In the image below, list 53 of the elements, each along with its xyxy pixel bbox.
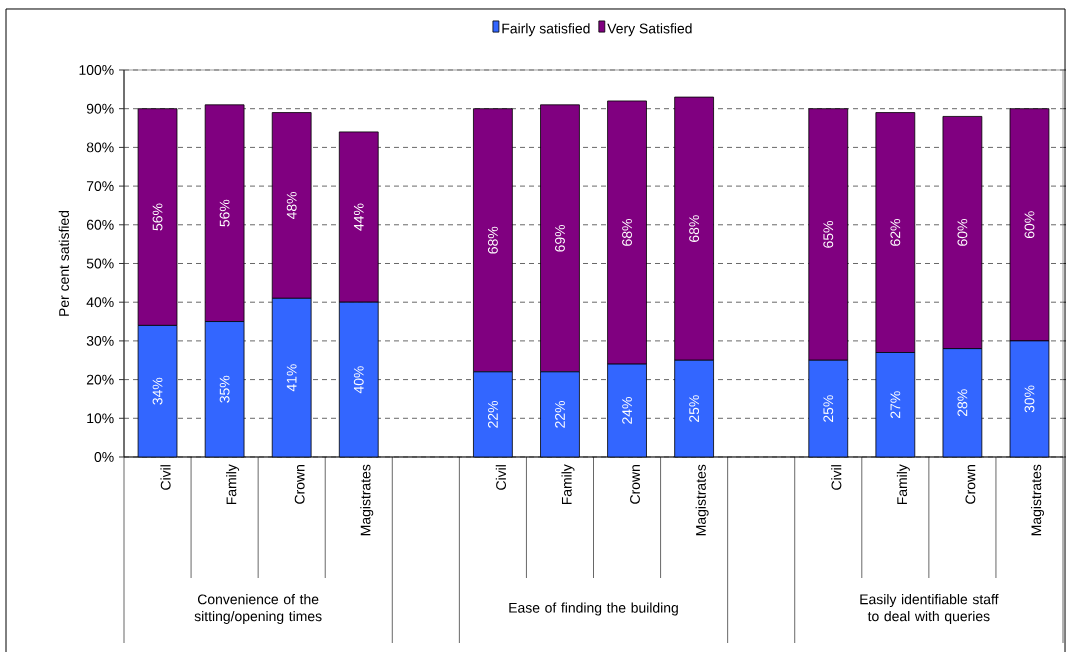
x-tick-label: Crown	[965, 465, 976, 504]
y-tick-label: 100%	[79, 65, 114, 75]
x-tick-label: Crown	[294, 465, 305, 504]
y-tick-label: 80%	[86, 142, 114, 153]
data-label: 60%	[1024, 211, 1035, 239]
x-tick-label: Magistrates	[1030, 464, 1044, 536]
y-tick-label: 50%	[86, 258, 114, 269]
data-label: 68%	[622, 219, 632, 246]
data-label: 28%	[957, 389, 968, 417]
y-tick-label: 30%	[86, 335, 114, 346]
data-label: 41%	[286, 364, 297, 392]
data-label: 60%	[957, 219, 968, 246]
text: Convenience of the sitting/opening times	[194, 594, 322, 624]
data-label: 65%	[823, 221, 834, 248]
data-label: 56%	[219, 199, 230, 227]
x-tick-label: Family	[896, 464, 910, 505]
data-label: 56%	[152, 203, 163, 231]
legend-label: Very Satisfied	[607, 23, 692, 37]
data-label: 69%	[555, 224, 565, 252]
y-tick-label: 60%	[86, 219, 114, 230]
y-tick-label: 10%	[87, 413, 114, 424]
x-tick-label: Family	[226, 464, 240, 505]
data-label: 44%	[353, 203, 364, 231]
data-label: 68%	[487, 226, 498, 254]
data-label: 27%	[890, 391, 901, 419]
x-tick-label: Crown	[630, 465, 640, 504]
legend-label: Fairly satisfied	[502, 23, 590, 37]
data-label: 68%	[689, 215, 700, 242]
data-label: 25%	[823, 395, 834, 422]
data-label: 24%	[622, 397, 632, 424]
data-label: 35%	[219, 375, 230, 403]
data-label: 22%	[487, 400, 498, 428]
x-tick-label: Civil	[160, 465, 171, 490]
text: Easily identifiable staff to deal with queries	[860, 594, 999, 624]
data-label: 62%	[890, 219, 901, 246]
x-tick-label: Family	[561, 464, 575, 505]
y-tick-label: 90%	[86, 103, 114, 114]
x-tick-label: Magistrates	[695, 464, 709, 536]
data-label: 34%	[152, 377, 163, 405]
y-axis-title: Per cent satisfied	[58, 210, 69, 316]
data-label: 48%	[286, 191, 297, 220]
text: Ease of finding the building	[509, 602, 678, 616]
x-tick-label: Civil	[831, 465, 842, 490]
x-tick-label: Magistrates	[360, 464, 374, 536]
y-tick-label: 20%	[86, 374, 114, 385]
data-label: 22%	[555, 400, 565, 428]
y-tick-label: 40%	[86, 297, 114, 308]
y-tick-label: 0%	[94, 452, 114, 462]
y-tick-label: 70%	[86, 181, 114, 192]
data-label: 25%	[689, 395, 700, 422]
x-tick-label: Civil	[495, 465, 507, 490]
data-label: 40%	[353, 366, 364, 394]
data-label: 30%	[1024, 385, 1035, 413]
